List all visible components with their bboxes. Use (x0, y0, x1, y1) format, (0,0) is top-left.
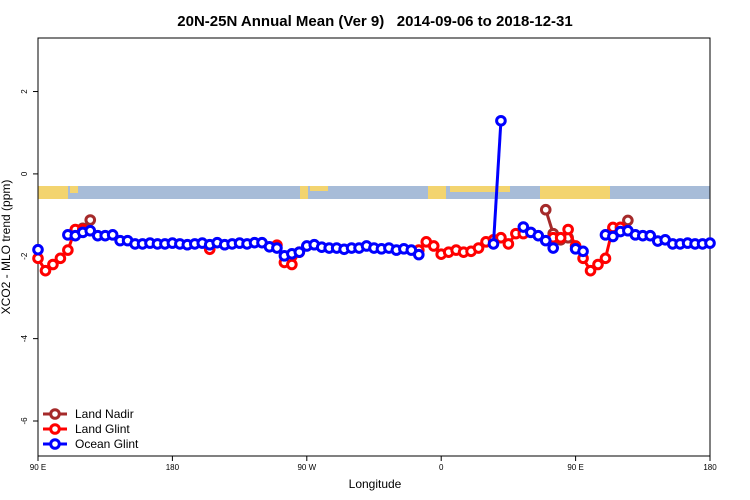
series-line (491, 120, 503, 245)
x-tick-label: 90 E (567, 463, 583, 472)
data-point (502, 238, 515, 250)
data-point (704, 237, 716, 249)
data-point (584, 264, 597, 277)
legend-label: Land Glint (75, 422, 130, 436)
legend-label: Ocean Glint (75, 437, 139, 451)
land-band (300, 186, 308, 199)
data-point (62, 244, 74, 256)
data-point (532, 229, 545, 242)
y-axis-label: XCO2 - MLO trend (ppm) (0, 180, 13, 315)
data-point (547, 242, 560, 254)
data-point (517, 221, 530, 233)
data-point (427, 240, 440, 252)
data-point (599, 252, 612, 265)
legend-marker (49, 438, 61, 450)
data-point (562, 223, 574, 236)
y-tick-label: -4 (20, 335, 29, 343)
x-tick-label: 180 (703, 463, 717, 472)
x-axis-label: Longitude (349, 477, 402, 491)
data-point (84, 214, 97, 226)
data-point (413, 248, 425, 261)
land-band (310, 186, 328, 191)
chart-title: 20N-25N Annual Mean (Ver 9) 2014-09-06 t… (177, 13, 572, 30)
data-point (622, 214, 634, 227)
data-point (495, 114, 507, 127)
x-tick-label: 0 (439, 463, 444, 472)
data-point (607, 230, 619, 243)
x-tick-label: 90 E (30, 463, 46, 472)
data-point (539, 234, 552, 247)
legend-marker (49, 423, 61, 435)
y-tick-label: 0 (20, 171, 29, 176)
land-band (70, 186, 78, 193)
x-tick-label: 90 W (297, 463, 316, 472)
legend-marker (49, 408, 61, 420)
data-point (286, 258, 298, 271)
data-point (495, 231, 507, 244)
data-point (106, 229, 119, 241)
data-point (472, 242, 485, 254)
x-tick-label: 180 (166, 463, 180, 472)
land-mask (38, 186, 710, 199)
land-band (450, 186, 510, 192)
legend-label: Land Nadir (75, 407, 134, 421)
data-point (539, 203, 552, 216)
data-point (271, 242, 283, 254)
y-tick-label: -6 (20, 417, 29, 425)
series (32, 114, 716, 262)
data-point (577, 245, 589, 258)
land-band (540, 186, 610, 199)
data-point (54, 252, 67, 265)
y-tick-label: -2 (20, 252, 29, 260)
data-point (47, 258, 59, 271)
data-point (293, 246, 306, 258)
data-point (592, 258, 604, 271)
data-point (554, 231, 567, 244)
data-point (32, 243, 44, 256)
y-tick-label: 2 (20, 89, 29, 94)
data-point (39, 264, 52, 277)
data-point (644, 229, 657, 242)
land-band (38, 186, 68, 199)
data-point (84, 224, 97, 237)
land-band (428, 186, 446, 199)
data-point (487, 238, 500, 250)
